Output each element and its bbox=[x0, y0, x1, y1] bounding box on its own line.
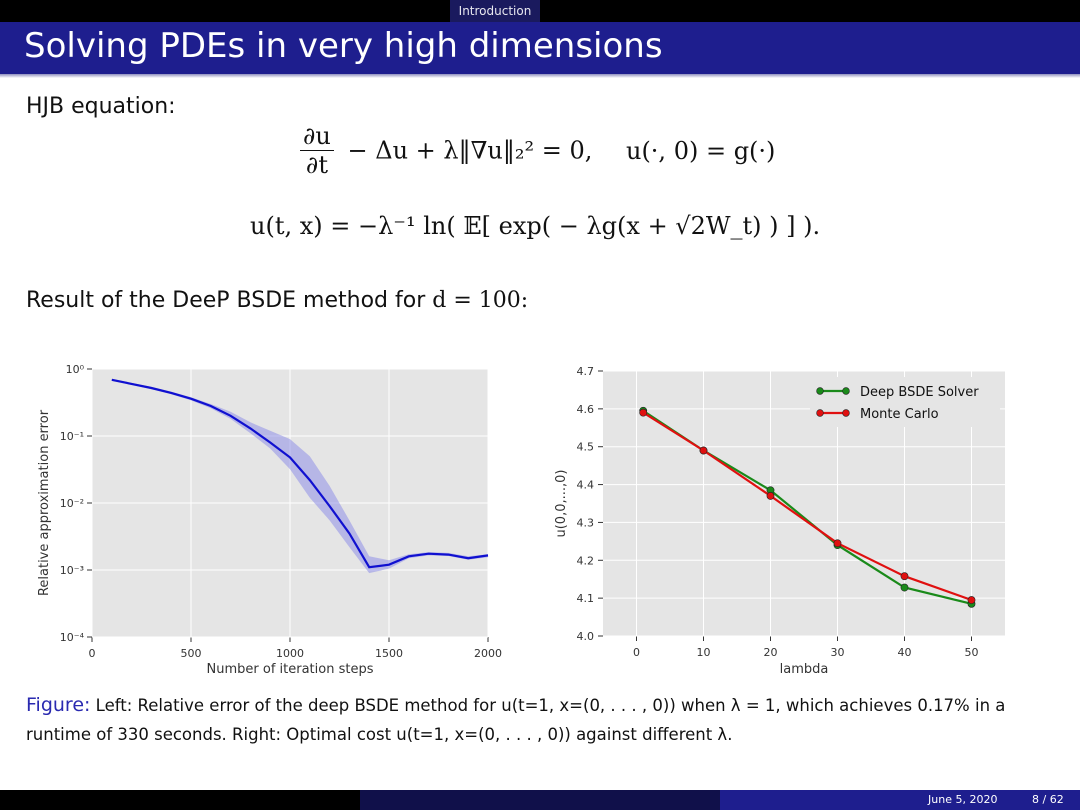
error-confidence-band bbox=[111, 379, 489, 574]
y-tick-label: 10⁻⁴ bbox=[60, 631, 85, 644]
figure-caption-line2: runtime of 330 seconds. Right: Optimal c… bbox=[26, 725, 733, 744]
data-point-deep-bsde bbox=[900, 583, 909, 592]
y-tick-label: 4.2 bbox=[577, 554, 595, 567]
y-tick-label: 4.3 bbox=[577, 516, 595, 529]
x-axis-label: Number of iteration steps bbox=[207, 662, 374, 677]
y-tick-label: 4.6 bbox=[577, 403, 595, 416]
legend-box bbox=[810, 377, 1000, 427]
x-tick-label: 10 bbox=[697, 646, 711, 659]
data-point-monte-carlo bbox=[639, 408, 648, 417]
y-tick-label: 4.0 bbox=[577, 630, 595, 643]
x-tick-label: 500 bbox=[181, 647, 202, 660]
partial-fraction: ∂u ∂t bbox=[300, 122, 334, 179]
x-tick-label: 0 bbox=[633, 646, 640, 659]
data-point-monte-carlo bbox=[967, 596, 976, 604]
title-shadow bbox=[0, 74, 1080, 78]
x-tick-label: 40 bbox=[898, 646, 912, 659]
data-point-monte-carlo bbox=[833, 539, 842, 548]
hjb-equation: ∂u ∂t − Δu + λ‖∇u‖₂² = 0, u(·, 0) = g(·) bbox=[300, 122, 775, 179]
y-tick-label: 4.7 bbox=[577, 365, 595, 378]
x-tick-label: 1500 bbox=[375, 647, 403, 660]
x-tick-label: 1000 bbox=[276, 647, 304, 660]
footer-date: June 5, 2020 bbox=[928, 793, 998, 806]
y-tick-label: 10⁻² bbox=[60, 497, 84, 510]
footer-right bbox=[720, 790, 1080, 810]
y-tick-label: 4.1 bbox=[577, 592, 595, 605]
x-axis-label: lambda bbox=[780, 662, 829, 677]
legend-swatch-marker bbox=[842, 409, 850, 417]
legend-label: Deep BSDE Solver bbox=[860, 385, 979, 400]
y-tick-label: 4.4 bbox=[577, 479, 595, 492]
top-navigation-bar: Introduction bbox=[0, 0, 1080, 22]
y-tick-label: 4.5 bbox=[577, 441, 595, 454]
x-tick-label: 30 bbox=[831, 646, 845, 659]
relative-error-chart: 0 500 1000 1500 2000 10⁰ 10⁻¹ 10⁻² 10⁻³ 10⁻⁴ Numbe… bbox=[37, 363, 502, 677]
optimal-cost-chart: 0 10 20 30 40 50 4.0 4.1 4.2 4.3 4.4 4.5 4.6 4.7 Deep … bbox=[554, 365, 1005, 677]
y-tick-label: 10⁻³ bbox=[60, 564, 84, 577]
x-tick-label: 2000 bbox=[474, 647, 502, 660]
x-tick-label: 0 bbox=[89, 647, 96, 660]
result-label: Result of the DeeP BSDE method for d = 1… bbox=[26, 288, 529, 313]
legend-swatch-marker bbox=[842, 387, 850, 395]
hjb-label: HJB equation: bbox=[26, 94, 176, 119]
legend-swatch-marker bbox=[816, 409, 824, 417]
slide-title: Solving PDEs in very high dimensions bbox=[24, 26, 663, 66]
y-axis-label: u(0,0,...,0) bbox=[554, 470, 569, 538]
solution-formula: u(t, x) = −λ⁻¹ ln( 𝔼[ exp( − λg(x + √2W_… bbox=[250, 212, 821, 240]
footer-bar: June 5, 2020 8 / 62 bbox=[0, 790, 1080, 810]
data-point-monte-carlo bbox=[766, 492, 775, 500]
data-point-monte-carlo bbox=[900, 572, 909, 581]
y-tick-label: 10⁰ bbox=[66, 363, 85, 376]
data-point-monte-carlo bbox=[699, 446, 708, 455]
initial-condition: u(·, 0) = g(·) bbox=[625, 136, 776, 165]
hjb-equation-body: − Δu + λ‖∇u‖₂² = 0, bbox=[347, 136, 593, 165]
nav-section-introduction[interactable]: Introduction bbox=[450, 0, 540, 22]
legend-swatch-marker bbox=[816, 387, 824, 395]
y-tick-label: 10⁻¹ bbox=[60, 430, 84, 443]
error-line bbox=[111, 378, 489, 569]
dimension-math: d = 100: bbox=[432, 288, 529, 313]
footer-page-number: 8 / 62 bbox=[1032, 793, 1064, 806]
x-tick-label: 20 bbox=[764, 646, 778, 659]
x-tick-label: 50 bbox=[965, 646, 979, 659]
figure-label: Figure: bbox=[26, 694, 91, 716]
title-bar: Solving PDEs in very high dimensions bbox=[0, 22, 1080, 78]
series-line-monte-carlo bbox=[642, 411, 972, 602]
figure-caption-line1: Figure: Left: Relative error of the deep… bbox=[26, 694, 1006, 716]
footer-middle bbox=[360, 790, 720, 810]
y-axis-label: Relative approximation error bbox=[37, 409, 52, 596]
legend-label: Monte Carlo bbox=[860, 407, 939, 422]
